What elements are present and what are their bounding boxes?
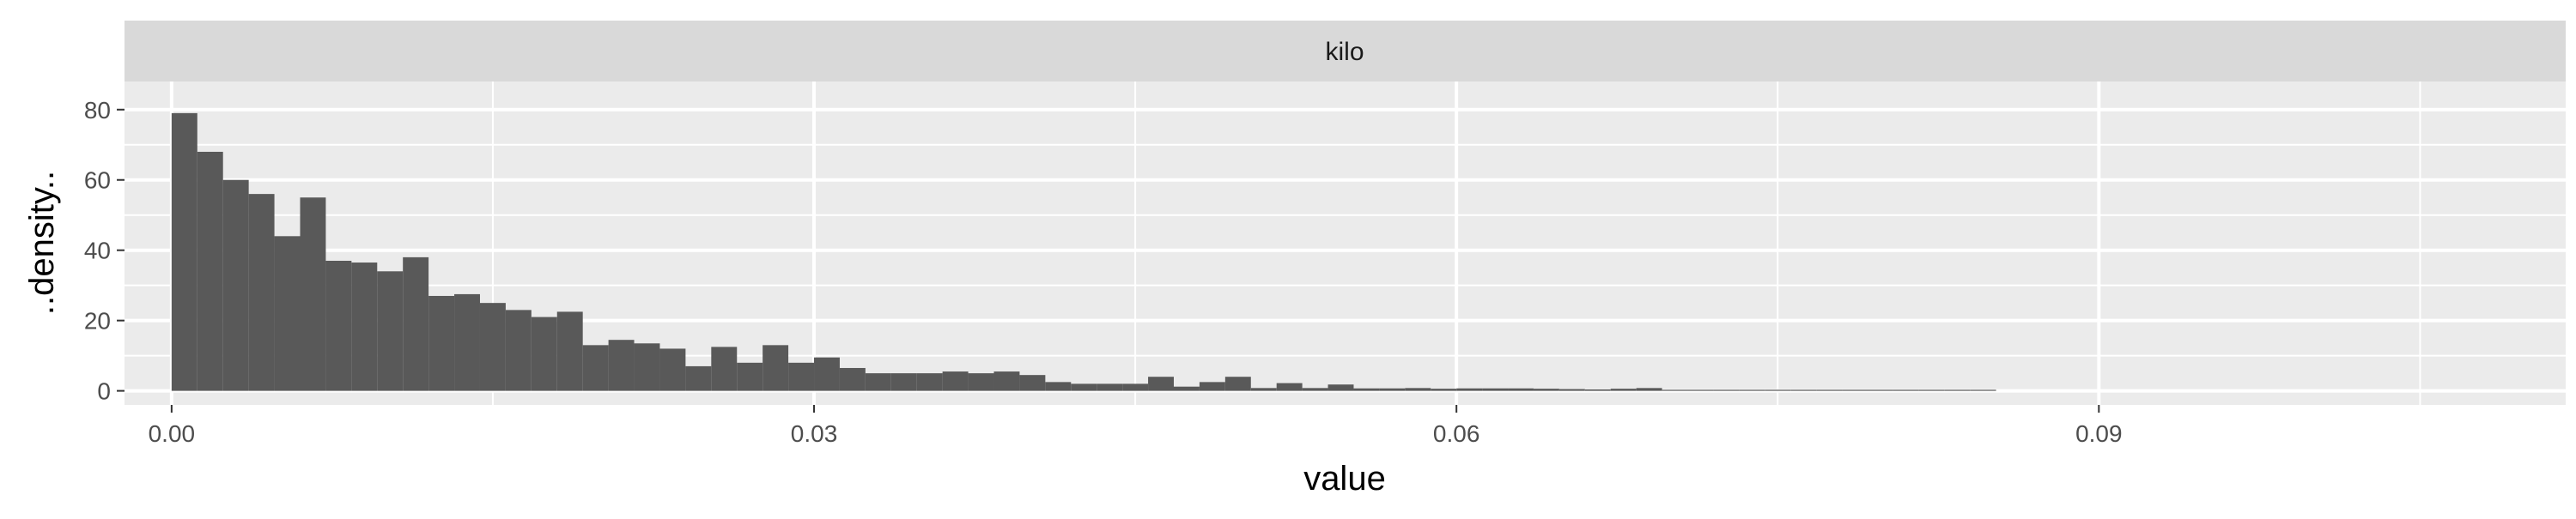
histogram-bar: [1122, 383, 1149, 391]
histogram-bar: [1790, 389, 1817, 391]
histogram-bar: [325, 260, 352, 391]
histogram-bar: [428, 295, 455, 391]
histogram-bar: [300, 197, 326, 391]
histogram-bar: [942, 371, 969, 391]
histogram-bar: [1918, 389, 1945, 391]
histogram-bar: [968, 373, 994, 391]
histogram-bar: [248, 194, 275, 391]
histogram-bar: [788, 362, 815, 391]
histogram-bar: [1045, 382, 1072, 391]
y-tick-label: 0: [97, 378, 111, 405]
histogram-bar: [222, 179, 249, 391]
y-axis: 0 20 40 60 80: [84, 97, 125, 405]
y-tick-label: 40: [84, 238, 111, 264]
histogram-bar: [1456, 388, 1483, 391]
x-tick-label: 0.03: [791, 420, 838, 447]
histogram-bar: [890, 373, 917, 391]
histogram-bar: [1713, 389, 1740, 391]
histogram-bar: [634, 343, 660, 391]
panel-strip: [125, 21, 2566, 81]
histogram-bar: [685, 365, 712, 391]
histogram-bar: [711, 347, 738, 391]
histogram-bar: [1327, 384, 1354, 391]
histogram-bar: [659, 348, 686, 391]
panel-title: kilo: [1325, 38, 1364, 66]
histogram-bar: [1558, 389, 1585, 391]
histogram-bar: [556, 311, 583, 391]
x-axis: 0.00 0.03 0.06 0.09: [149, 405, 2123, 447]
histogram-bar: [1739, 389, 1765, 391]
histogram-bar: [1970, 389, 1996, 391]
x-tick-label: 0.00: [149, 420, 196, 447]
histogram-bar: [1431, 389, 1457, 391]
histogram-bar: [1019, 375, 1046, 391]
histogram-bar: [454, 293, 480, 391]
histogram-bar: [839, 367, 866, 391]
histogram-bar: [916, 373, 943, 391]
histogram-bar: [1944, 389, 1971, 391]
histogram-bar: [1173, 386, 1200, 391]
histogram-bar: [1199, 382, 1225, 391]
histogram-bar: [377, 271, 404, 391]
x-tick-label: 0.09: [2075, 420, 2123, 447]
histogram-bar: [1250, 388, 1277, 391]
histogram-bars: [171, 112, 1996, 391]
histogram-bar: [1687, 389, 1714, 391]
histogram-bar: [531, 317, 557, 391]
histogram-bar: [814, 357, 840, 391]
histogram-bar: [762, 345, 789, 391]
histogram-bar: [1224, 377, 1251, 391]
histogram-bar: [197, 151, 223, 391]
histogram-bar: [1276, 383, 1303, 391]
histogram-bar: [1584, 389, 1611, 391]
x-tick-label: 0.06: [1433, 420, 1480, 447]
histogram-bar: [993, 371, 1020, 391]
histogram-bar: [1508, 388, 1534, 391]
histogram-bar: [351, 263, 378, 391]
y-tick-label: 60: [84, 167, 111, 194]
histogram-bar: [479, 303, 506, 391]
histogram-bar: [1148, 377, 1174, 391]
histogram-bar: [1302, 388, 1328, 391]
histogram-bar: [1071, 383, 1097, 391]
histogram-bar: [274, 236, 301, 391]
histogram-bar: [1533, 389, 1559, 391]
histogram-bar: [1636, 388, 1662, 391]
histogram-bar: [1379, 388, 1406, 391]
histogram-bar: [1097, 383, 1123, 391]
histogram-bar: [737, 362, 763, 391]
histogram-bar: [1868, 389, 1893, 391]
histogram-bar: [1662, 389, 1688, 391]
histogram-bar: [1816, 389, 1843, 391]
histogram-bar: [1482, 388, 1509, 391]
histogram-bar: [1405, 388, 1431, 391]
histogram-bar: [1893, 389, 1919, 391]
y-axis-label: ..density..: [23, 171, 61, 315]
histogram-bar: [582, 345, 609, 391]
y-tick-label: 20: [84, 308, 111, 335]
histogram-bar: [171, 112, 197, 391]
histogram-bar: [403, 256, 429, 391]
y-tick-label: 80: [84, 97, 111, 124]
histogram-bar: [865, 373, 891, 391]
x-axis-label: value: [1303, 460, 1386, 498]
histogram-bar: [505, 310, 532, 391]
histogram-bar: [1842, 389, 1868, 391]
histogram-bar: [608, 340, 635, 391]
histogram-bar: [1765, 389, 1791, 391]
histogram-bar: [1353, 388, 1380, 391]
histogram-bar: [1610, 389, 1637, 391]
